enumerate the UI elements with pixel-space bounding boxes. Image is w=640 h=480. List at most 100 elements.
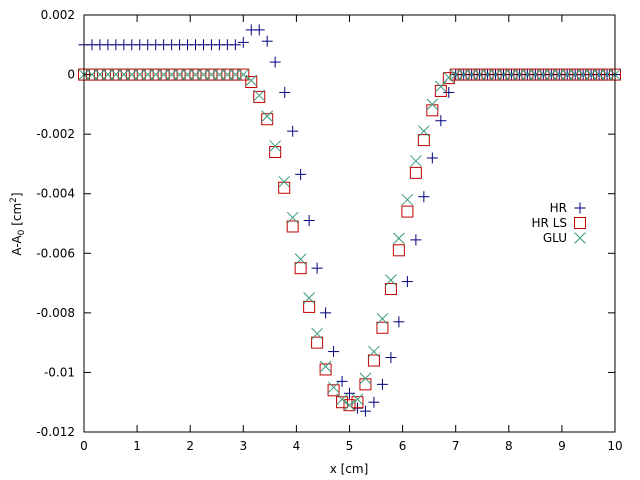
data-point — [410, 234, 422, 246]
data-point — [319, 360, 332, 373]
data-point — [434, 80, 447, 93]
data-point — [311, 327, 323, 340]
legend-marker — [574, 217, 586, 229]
y-tick-label: -0.008 — [36, 306, 75, 320]
data-point — [426, 152, 438, 164]
data-point — [141, 68, 154, 81]
data-point — [319, 363, 332, 376]
data-point — [237, 68, 250, 81]
data-point — [125, 68, 138, 81]
data-point — [303, 292, 315, 304]
data-point — [229, 39, 241, 51]
x-tick-label: 4 — [293, 439, 301, 453]
data-point — [237, 68, 250, 81]
data-point — [328, 346, 340, 358]
data-point — [93, 68, 106, 81]
data-point — [410, 155, 422, 167]
data-point — [359, 372, 372, 385]
data-point — [245, 76, 258, 89]
y-tick-label: -0.004 — [36, 187, 75, 201]
data-point — [359, 405, 371, 417]
x-tick-label: 1 — [133, 439, 141, 453]
data-point — [537, 68, 550, 81]
data-point — [286, 211, 299, 224]
data-point — [465, 68, 478, 81]
data-point — [401, 276, 413, 288]
data-point — [443, 86, 455, 98]
data-point — [343, 399, 356, 412]
data-point — [449, 68, 462, 81]
data-point — [245, 74, 258, 87]
data-point — [197, 68, 210, 81]
data-point — [294, 262, 307, 275]
data-point — [401, 193, 414, 206]
data-point — [287, 125, 299, 137]
data-point — [221, 68, 234, 81]
data-point — [368, 396, 380, 408]
x-tick-label: 5 — [346, 439, 354, 453]
data-point — [577, 68, 590, 81]
data-point — [417, 134, 430, 147]
data-point — [376, 321, 389, 334]
series-hr-ls — [78, 68, 621, 412]
data-point — [521, 68, 534, 81]
data-point — [401, 205, 414, 218]
series-glu — [78, 68, 621, 412]
data-point — [417, 125, 430, 138]
data-point — [294, 253, 307, 266]
data-point — [393, 316, 405, 328]
data-point — [393, 232, 405, 245]
data-point — [133, 68, 146, 81]
data-point — [261, 35, 273, 47]
legend-label: HR LS — [532, 216, 567, 230]
data-point — [205, 68, 218, 81]
data-point — [553, 68, 566, 81]
data-point — [173, 68, 186, 81]
legend-marker — [574, 202, 586, 214]
data-point — [165, 68, 178, 81]
data-point — [213, 68, 226, 81]
data-point — [269, 140, 282, 152]
data-point — [368, 345, 380, 358]
legend-label: HR — [550, 201, 567, 215]
data-point — [327, 381, 340, 394]
data-point — [385, 352, 397, 364]
data-point — [311, 262, 323, 274]
data-point — [561, 68, 574, 81]
x-tick-label: 0 — [80, 439, 88, 453]
x-tick-label: 7 — [452, 439, 460, 453]
data-point — [101, 68, 114, 81]
x-axis-label: x [cm] — [330, 462, 369, 476]
data-point — [229, 68, 242, 81]
data-point — [442, 72, 455, 85]
data-point — [269, 56, 281, 68]
data-point — [442, 71, 455, 84]
data-point — [359, 378, 372, 391]
y-tick-label: -0.006 — [36, 246, 75, 260]
data-point — [253, 89, 266, 102]
x-tick-label: 3 — [239, 439, 247, 453]
data-point — [385, 274, 397, 286]
data-point — [149, 68, 162, 81]
plot-frame — [83, 14, 616, 433]
y-tick-label: 0 — [67, 68, 75, 82]
data-point — [344, 387, 355, 399]
y-axis-label: A-A0 [cm2] — [9, 192, 27, 255]
data-point — [303, 300, 316, 313]
data-point — [457, 68, 470, 81]
data-point — [376, 378, 388, 390]
data-point — [367, 354, 380, 367]
data-point — [585, 68, 598, 81]
data-point — [343, 399, 356, 412]
data-point — [351, 393, 364, 406]
data-point — [426, 104, 439, 117]
data-point — [435, 115, 447, 127]
data-point — [434, 84, 447, 97]
legend-label: GLU — [543, 231, 567, 245]
data-point — [497, 68, 510, 81]
y-axis-label-unit-close: ] — [10, 192, 24, 197]
tick-labels: 0 1 2 3 4 5 6 7 8 9 10 -0.012 -0.01 -0.008 -0.006 -0.00… — [36, 8, 622, 453]
y-tick-label: -0.002 — [36, 127, 75, 141]
